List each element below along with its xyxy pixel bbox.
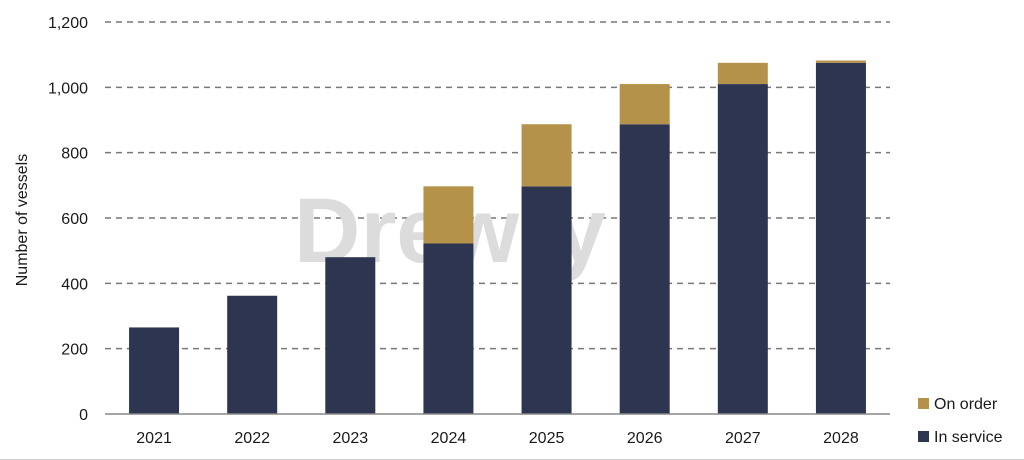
bar-in-service-2025	[521, 186, 572, 414]
y-tick-label: 600	[61, 211, 88, 228]
bars	[129, 60, 866, 415]
y-tick-label: 400	[61, 276, 88, 293]
x-tick-label: 2024	[431, 430, 467, 447]
bar-in-service-2026	[619, 124, 670, 414]
bar-in-service-2024	[423, 243, 474, 414]
legend-label-in-service: In service	[934, 429, 1003, 446]
bar-on-order-2028	[815, 60, 866, 63]
x-tick-label: 2026	[627, 430, 663, 447]
bar-in-service-2027	[717, 84, 768, 415]
bar-on-order-2027	[717, 62, 768, 85]
x-tick-label: 2028	[823, 430, 859, 447]
y-axis-title: Number of vessels	[14, 154, 31, 287]
y-tick-label: 1,200	[48, 15, 88, 32]
bar-on-order-2026	[619, 84, 670, 125]
x-tick-label: 2025	[529, 430, 565, 447]
legend-label-on-order: On order	[934, 396, 998, 413]
x-tick-label: 2023	[333, 430, 369, 447]
y-tick-label: 800	[61, 146, 88, 163]
y-tick-label: 0	[79, 407, 88, 424]
bar-in-service-2021	[129, 327, 180, 414]
x-tick-label: 2027	[725, 430, 761, 447]
legend-swatch-on-order	[918, 398, 929, 409]
x-tick-label: 2021	[136, 430, 172, 447]
bar-in-service-2023	[325, 257, 376, 414]
bar-on-order-2024	[423, 186, 474, 244]
y-tick-label: 1,000	[48, 80, 88, 97]
y-axis-ticks: 0 200 400 600 800 1,000 1,200	[48, 15, 88, 424]
bar-in-service-2028	[815, 62, 866, 414]
bar-on-order-2025	[521, 124, 572, 187]
y-tick-label: 200	[61, 342, 88, 359]
legend: On order In service	[918, 396, 1003, 446]
x-tick-label: 2022	[234, 430, 270, 447]
legend-swatch-in-service	[918, 431, 929, 442]
bar-in-service-2022	[227, 295, 278, 414]
x-axis-ticks: 2021 2022 2023 2024 2025 2026 2027 2028	[136, 430, 859, 447]
